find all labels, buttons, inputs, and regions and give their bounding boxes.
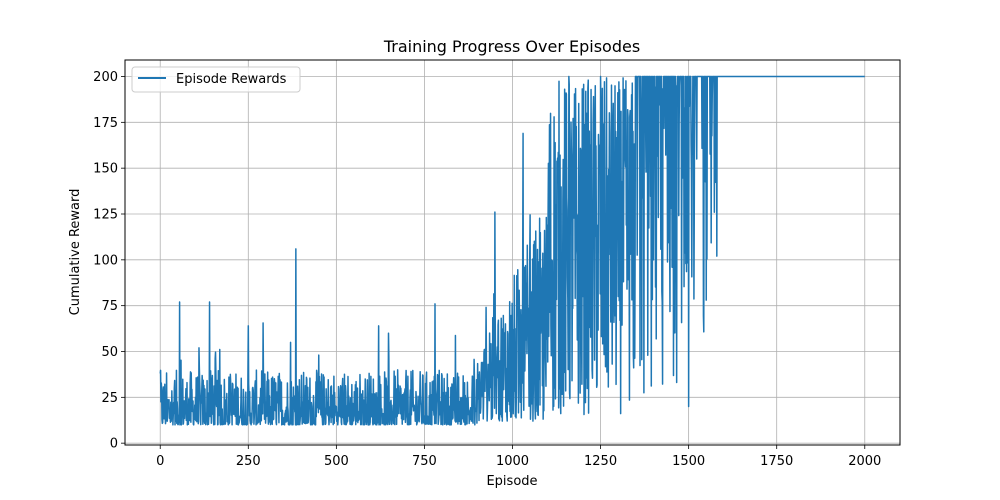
x-tick-label: 1000 [496,454,529,469]
series-episode-rewards [159,75,866,426]
x-tick-label: 1250 [584,454,617,469]
legend: Episode Rewards [131,66,301,93]
x-tick-label: 250 [236,454,261,469]
y-tick-label: 200 [93,70,118,85]
legend-label: Episode Rewards [176,72,287,87]
y-axis: 0 25 50 75 100 125 150 175 200 [93,70,125,452]
y-tick-label: 25 [101,391,118,406]
y-tick-label: 100 [93,253,118,268]
x-tick-label: 2000 [848,454,881,469]
x-tick-label: 750 [412,454,437,469]
chart-title: Training Progress Over Episodes [383,37,640,56]
legend-box [131,66,301,93]
y-tick-label: 125 [93,208,118,223]
x-tick-label: 500 [324,454,349,469]
y-tick-label: 175 [93,116,118,131]
x-tick-label: 1500 [672,454,705,469]
y-tick-label: 50 [101,345,118,360]
series-line [159,75,866,426]
y-tick-label: 0 [110,437,118,452]
y-axis-title: Cumulative Reward [68,189,83,316]
x-axis: 0 250 500 750 1000 1250 1500 1750 2000 [156,445,881,469]
y-tick-label: 75 [101,299,118,314]
x-axis-title: Episode [486,474,537,489]
x-tick-label: 0 [156,454,164,469]
y-tick-label: 150 [93,162,118,177]
x-tick-label: 1750 [760,454,793,469]
